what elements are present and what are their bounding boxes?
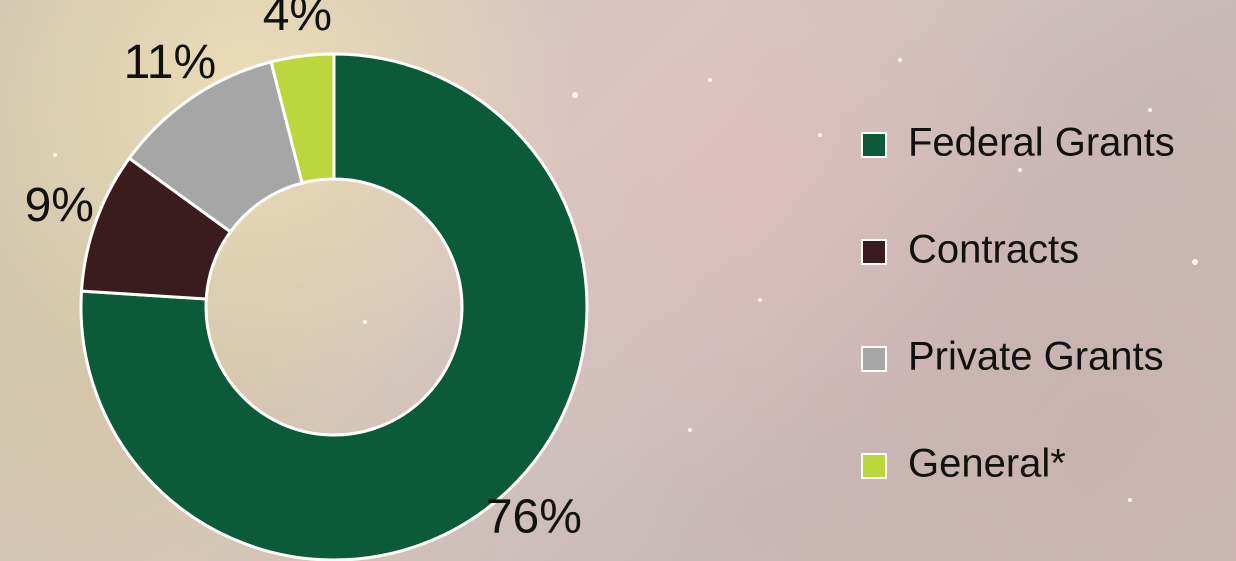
legend-label: Contracts (908, 228, 1079, 272)
data-label: 4% (263, 0, 332, 41)
legend-label: Private Grants (908, 335, 1164, 379)
legend-swatch (861, 346, 887, 372)
legend-swatch (861, 239, 887, 265)
donut-segment (79, 52, 589, 561)
stars (53, 58, 1198, 502)
data-label: 9% (25, 179, 94, 232)
data-label: 11% (124, 36, 217, 89)
legend-swatch (861, 453, 887, 479)
legend-label: General* (908, 442, 1066, 486)
legend-swatch (861, 132, 887, 158)
donut-segment (269, 52, 336, 185)
legend-label: Federal Grants (908, 121, 1175, 165)
data-label: 76% (486, 491, 582, 544)
